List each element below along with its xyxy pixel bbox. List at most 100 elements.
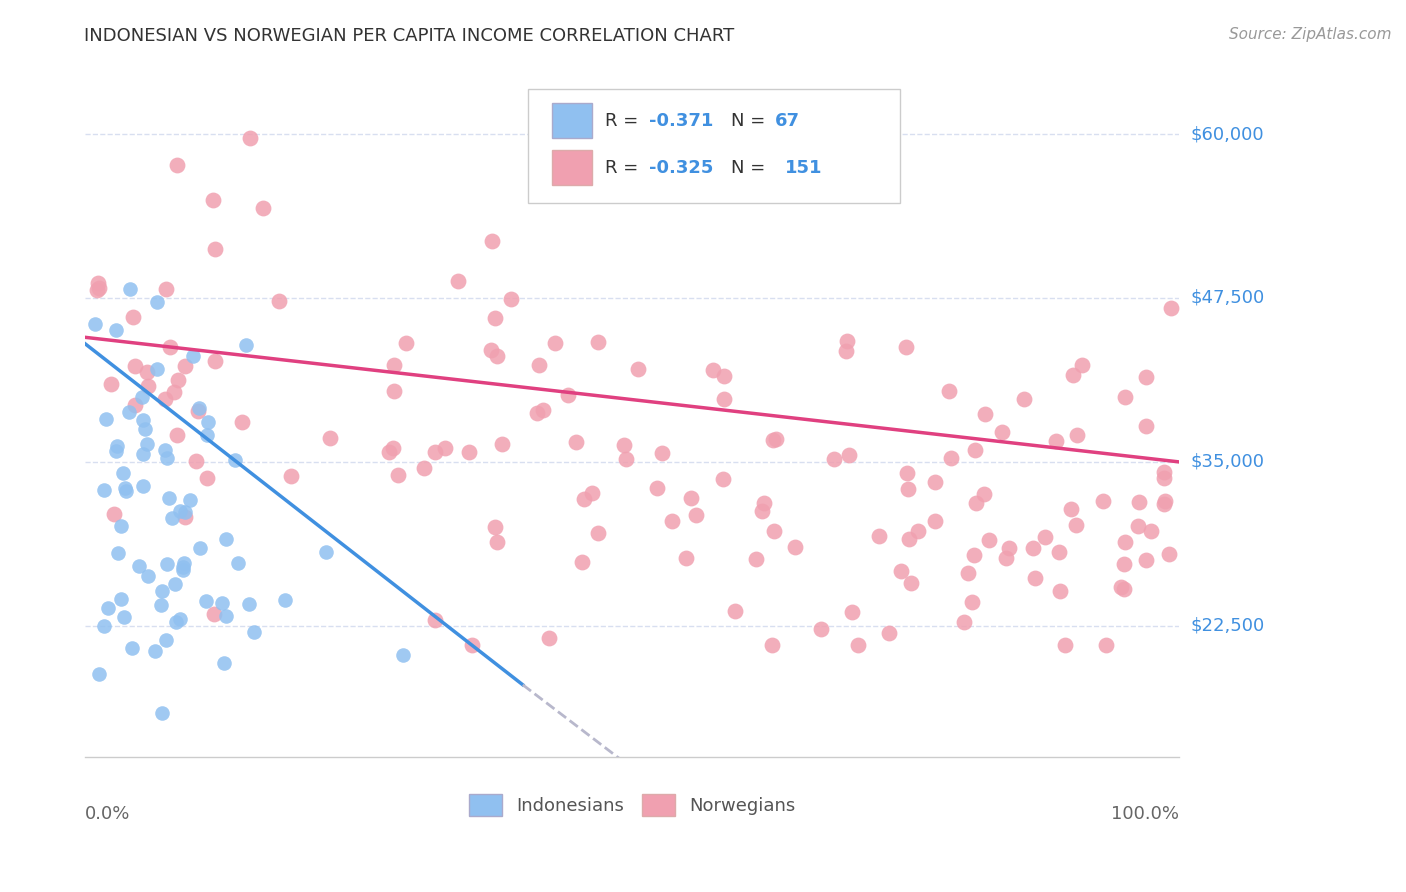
Point: [195, 471, 218, 485]
Point: [382, 359, 405, 373]
Point: [1033, 530, 1056, 544]
Point: [713, 472, 735, 486]
Point: [197, 415, 219, 429]
Point: [163, 577, 186, 591]
Point: [481, 234, 503, 248]
Point: [195, 428, 218, 442]
Point: [974, 407, 997, 421]
Point: [243, 624, 266, 639]
Point: [868, 529, 890, 543]
Point: [1135, 370, 1157, 384]
Point: [586, 335, 609, 350]
Point: [319, 430, 342, 444]
Point: [188, 541, 211, 555]
Text: N =: N =: [731, 112, 770, 129]
Text: 0.0%: 0.0%: [86, 805, 131, 823]
Point: [105, 443, 128, 458]
Point: [810, 622, 832, 636]
Point: [395, 336, 418, 351]
Point: [132, 447, 155, 461]
Point: [1045, 434, 1067, 449]
Point: [1160, 301, 1182, 316]
Point: [153, 442, 176, 457]
Point: [156, 557, 179, 571]
Point: [461, 639, 484, 653]
Point: [135, 365, 157, 379]
Point: [447, 274, 470, 288]
Point: [713, 368, 735, 383]
Point: [131, 413, 153, 427]
Point: [965, 496, 987, 510]
Point: [224, 453, 246, 467]
Point: [1157, 547, 1180, 561]
Point: [484, 311, 506, 326]
Text: Source: ZipAtlas.com: Source: ZipAtlas.com: [1229, 27, 1392, 42]
Point: [627, 362, 650, 376]
Text: 151: 151: [786, 159, 823, 177]
Point: [924, 475, 946, 489]
Point: [538, 631, 561, 645]
Bar: [553, 103, 592, 138]
Point: [651, 446, 673, 460]
Point: [675, 550, 697, 565]
Text: -0.371: -0.371: [648, 112, 713, 129]
Point: [900, 575, 922, 590]
Point: [169, 504, 191, 518]
Point: [166, 158, 188, 172]
Point: [581, 486, 603, 500]
Point: [194, 593, 217, 607]
Point: [124, 359, 146, 373]
Point: [214, 533, 236, 547]
Point: [214, 656, 236, 670]
Bar: [553, 151, 592, 185]
Point: [112, 610, 135, 624]
Legend: Indonesians, Norwegians: Indonesians, Norwegians: [463, 787, 803, 823]
Point: [491, 436, 513, 450]
Point: [280, 468, 302, 483]
Point: [135, 436, 157, 450]
Point: [939, 450, 962, 465]
Point: [991, 425, 1014, 440]
Point: [157, 491, 180, 505]
Point: [751, 504, 773, 518]
Point: [745, 551, 768, 566]
Text: $35,000: $35,000: [1191, 453, 1264, 471]
Point: [132, 479, 155, 493]
Point: [187, 404, 209, 418]
Point: [425, 445, 447, 459]
Point: [115, 484, 138, 499]
Point: [87, 276, 110, 290]
Point: [998, 541, 1021, 556]
Point: [1153, 496, 1175, 510]
Point: [239, 131, 262, 145]
Point: [479, 343, 502, 358]
Point: [179, 492, 201, 507]
Point: [1126, 519, 1149, 533]
Point: [235, 338, 257, 352]
Point: [499, 292, 522, 306]
Point: [269, 293, 291, 308]
Point: [166, 427, 188, 442]
Point: [118, 282, 141, 296]
Text: INDONESIAN VS NORWEGIAN PER CAPITA INCOME CORRELATION CHART: INDONESIAN VS NORWEGIAN PER CAPITA INCOM…: [84, 27, 734, 45]
Point: [879, 625, 901, 640]
Point: [128, 559, 150, 574]
Point: [110, 592, 132, 607]
Point: [204, 354, 226, 368]
Point: [134, 422, 156, 436]
Point: [202, 607, 225, 621]
Text: -0.325: -0.325: [648, 159, 713, 177]
Point: [150, 584, 173, 599]
Point: [231, 415, 253, 429]
Point: [131, 390, 153, 404]
Point: [153, 392, 176, 406]
Text: $60,000: $60,000: [1191, 125, 1264, 143]
Point: [381, 441, 404, 455]
Point: [1154, 494, 1177, 508]
Point: [1047, 545, 1070, 559]
Point: [121, 310, 143, 324]
Point: [412, 460, 434, 475]
Point: [557, 388, 579, 402]
Point: [565, 435, 588, 450]
Point: [960, 595, 983, 609]
